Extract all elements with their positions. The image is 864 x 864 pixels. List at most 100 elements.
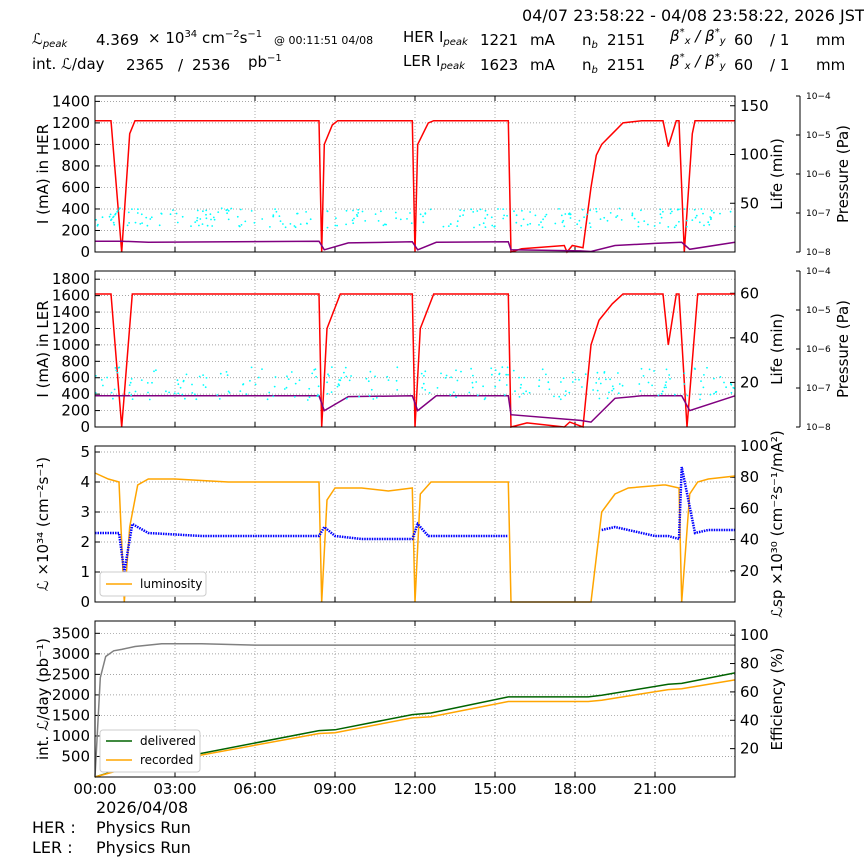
lifetime-point xyxy=(283,388,286,390)
lifetime-point xyxy=(470,208,473,211)
lifetime-point xyxy=(106,376,108,379)
lifetime-point xyxy=(396,389,399,391)
lifetime-point xyxy=(102,384,104,387)
lifetime-point xyxy=(160,213,163,215)
lifetime-point xyxy=(228,391,231,394)
lifetime-point xyxy=(671,210,673,213)
beta-ler-label: β*x / β*y xyxy=(670,52,726,72)
lifetime-point xyxy=(326,226,329,229)
lifetime-point xyxy=(482,385,484,388)
lifetime-point xyxy=(375,396,378,399)
plot-frame xyxy=(94,445,736,603)
lifetime-point xyxy=(338,384,341,387)
lifetime-point xyxy=(242,383,244,386)
lifetime-point xyxy=(361,210,364,213)
x-tick-label: 15:00 xyxy=(473,780,516,798)
lifetime-point xyxy=(444,377,447,379)
lifetime-point xyxy=(317,385,320,388)
lifetime-point xyxy=(266,398,269,401)
lifetime-point xyxy=(352,222,355,225)
lifetime-point xyxy=(708,223,711,226)
lifetime-point xyxy=(173,392,176,395)
lifetime-point xyxy=(538,385,540,388)
lifetime-point xyxy=(651,384,653,387)
lifetime-point xyxy=(140,379,143,381)
lifetime-point xyxy=(440,372,442,375)
lifetime-point xyxy=(230,207,233,210)
pressure-axis-label: Pressure (Pa) xyxy=(834,300,852,398)
lifetime-point xyxy=(660,216,663,219)
lifetime-point xyxy=(703,224,705,227)
lifetime-point xyxy=(196,209,199,212)
lifetime-point xyxy=(131,398,134,400)
lifetime-point xyxy=(558,395,561,398)
lifetime-point xyxy=(518,396,521,398)
lifetime-point xyxy=(665,386,667,389)
lifetime-point xyxy=(547,381,550,384)
lifetime-point xyxy=(569,213,571,216)
lifetime-point xyxy=(456,220,459,223)
lifetime-point xyxy=(560,214,563,217)
lifetime-point xyxy=(254,383,257,386)
lifetime-point xyxy=(423,375,425,377)
lifetime-point xyxy=(380,210,382,213)
lifetime-point xyxy=(345,375,348,378)
lifetime-point xyxy=(541,368,544,371)
lifetime-point xyxy=(250,366,253,369)
lifetime-point xyxy=(586,213,588,216)
lifetime-point xyxy=(148,398,151,401)
lifetime-point xyxy=(540,221,542,224)
y2-axis-label: Efficiency (%) xyxy=(768,648,786,751)
lifetime-point xyxy=(116,210,119,212)
lifetime-point xyxy=(181,215,184,218)
lifetime-point xyxy=(128,391,131,394)
pressure-tick-label: 10−5 xyxy=(806,306,831,316)
lifetime-point xyxy=(328,375,330,377)
lifetime-point xyxy=(700,380,702,382)
y-tick-label: 0 xyxy=(80,243,90,261)
her-ipeak-unit: mA xyxy=(530,31,555,49)
y2-tick-label: 60 xyxy=(740,683,759,701)
legend-luminosity-label: luminosity xyxy=(140,577,202,591)
y-tick-label: 2000 xyxy=(52,686,90,704)
lifetime-point xyxy=(589,226,592,229)
lifetime-point xyxy=(609,212,612,214)
lifetime-point xyxy=(498,372,501,375)
lifetime-point xyxy=(179,386,182,389)
lifetime-point xyxy=(525,390,527,393)
lifetime-point xyxy=(732,386,735,389)
lifetime-point xyxy=(659,222,661,224)
lifetime-point xyxy=(316,395,319,398)
series-current xyxy=(95,293,735,429)
lifetime-point xyxy=(181,393,184,396)
lifetime-point xyxy=(293,395,296,398)
nb-her-label: nb xyxy=(582,31,598,51)
lifetime-point xyxy=(506,366,509,369)
lifetime-point xyxy=(633,217,636,220)
lifetime-point xyxy=(714,391,717,393)
lifetime-point xyxy=(490,367,493,370)
lifetime-point xyxy=(422,382,425,385)
lifetime-point xyxy=(205,213,207,216)
lifetime-point xyxy=(544,215,547,218)
lifetime-point xyxy=(484,217,487,220)
y2-tick-label: 20 xyxy=(740,740,759,758)
lifetime-point xyxy=(191,392,194,394)
lifetime-point xyxy=(664,384,667,386)
lifetime-point xyxy=(150,216,153,219)
lifetime-point xyxy=(428,391,431,394)
y2-tick-label: 60 xyxy=(740,284,759,302)
beta-ler-x: 60 xyxy=(734,56,754,74)
lifetime-point xyxy=(567,213,570,215)
lifetime-point xyxy=(299,223,302,226)
lifetime-point xyxy=(185,373,188,376)
lifetime-point xyxy=(227,390,230,393)
lifetime-point xyxy=(455,369,457,372)
lifetime-point xyxy=(374,375,376,378)
lifetime-point xyxy=(459,215,461,218)
lifetime-point xyxy=(350,375,352,377)
lifetime-point xyxy=(147,391,149,394)
lifetime-point xyxy=(240,224,243,226)
lifetime-point xyxy=(673,226,676,229)
lifetime-point xyxy=(578,378,580,381)
